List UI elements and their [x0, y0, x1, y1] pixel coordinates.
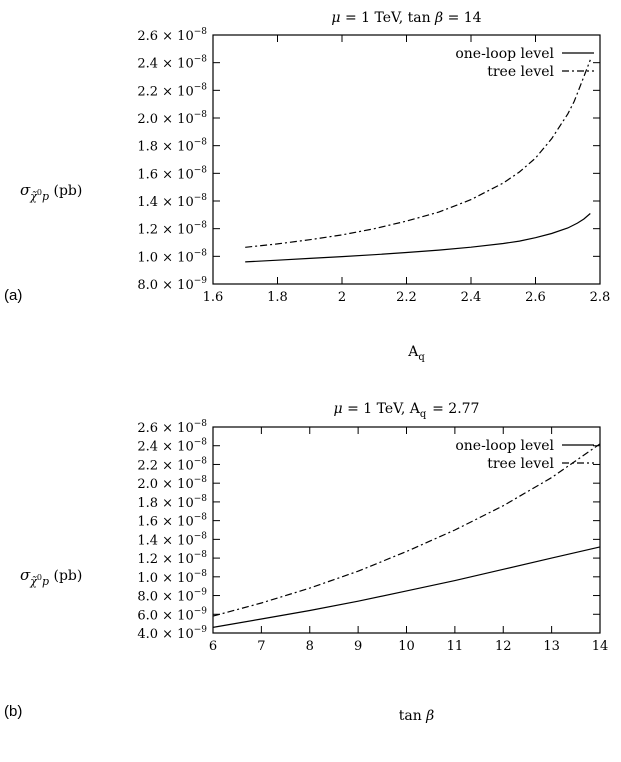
- y-tick-label: 1.6 × 10−8: [137, 513, 207, 530]
- series-line-one-loop: [212, 546, 601, 628]
- chart-title: μ = 1 TeV, Aq = 2.77: [334, 401, 480, 420]
- y-tick-label: 2.0 × 10−8: [137, 110, 207, 127]
- series-line-tree: [245, 59, 591, 248]
- x-tick-label: 1.8: [267, 290, 288, 305]
- y-tick-label: 2.2 × 10−8: [137, 456, 207, 473]
- y-tick-label: 4.0 × 10−9: [137, 625, 207, 642]
- x-tick-label: 13: [543, 639, 560, 654]
- y-tick-label: 2.4 × 10−8: [137, 438, 207, 455]
- y-tick-label: 1.0 × 10−8: [137, 248, 207, 265]
- x-tick-label: 7: [257, 639, 265, 654]
- chart-panel-b: (b) μ = 1 TeV, Aq = 2.77 6 7 8 9 10 11 12 13 14 4.0…: [4, 401, 608, 724]
- y-tick-label: 1.8 × 10−8: [137, 494, 207, 511]
- y-tick-label: 2.6 × 10−8: [137, 419, 207, 436]
- x-axis-label: tan β: [399, 708, 435, 724]
- y-axis-label: σχ̃0p (pb): [20, 181, 82, 203]
- y-tick-label: 2.0 × 10−8: [137, 475, 207, 492]
- y-tick-label: 1.6 × 10−8: [137, 165, 207, 182]
- y-tick-label: 2.2 × 10−8: [137, 82, 207, 99]
- x-tick-label: 11: [447, 639, 464, 654]
- y-tick-label: 1.4 × 10−8: [137, 531, 207, 548]
- panel-letter: (a): [4, 287, 22, 304]
- x-tick-label: 10: [398, 639, 415, 654]
- x-tick-label: 2.4: [461, 290, 482, 305]
- y-tick-label: 8.0 × 10−9: [137, 276, 207, 293]
- chart-panel-a: (a) μ = 1 TeV, tan β = 14 1.6 1.8 2 2.2 2.4 2.6…: [4, 10, 610, 363]
- series-line-one-loop: [245, 213, 591, 263]
- series-line-tree: [212, 443, 601, 617]
- x-tick-label: 8: [306, 639, 314, 654]
- y-tick-label: 8.0 × 10−9: [137, 588, 207, 605]
- y-axis-label: σχ̃0p (pb): [20, 566, 82, 588]
- x-tick-label: 2.8: [590, 290, 611, 305]
- legend-label: one-loop level: [455, 46, 554, 62]
- y-tick-label: 1.2 × 10−8: [137, 221, 207, 238]
- x-axis-label: Aq: [407, 344, 425, 363]
- y-tick-label: 6.0 × 10−9: [137, 606, 207, 623]
- x-tick-label: 14: [592, 639, 609, 654]
- panel-letter: (b): [4, 703, 22, 720]
- x-tick-label: 2: [338, 290, 346, 305]
- x-tick-label: 6: [209, 639, 217, 654]
- x-tick-label: 9: [354, 639, 362, 654]
- y-tick-label: 1.2 × 10−8: [137, 550, 207, 567]
- x-tick-label: 2.6: [525, 290, 546, 305]
- x-tick-label: 2.2: [396, 290, 417, 305]
- y-tick-label: 2.6 × 10−8: [137, 27, 207, 44]
- x-tick-label: 1.6: [203, 290, 224, 305]
- legend-label: tree level: [487, 64, 554, 80]
- x-tick-label: 12: [495, 639, 512, 654]
- chart-title: μ = 1 TeV, tan β = 14: [331, 10, 481, 26]
- legend-label: tree level: [487, 456, 554, 472]
- y-tick-label: 1.8 × 10−8: [137, 138, 207, 155]
- legend-label: one-loop level: [455, 438, 554, 454]
- y-tick-label: 2.4 × 10−8: [137, 55, 207, 72]
- y-tick-label: 1.4 × 10−8: [137, 193, 207, 210]
- y-tick-label: 1.0 × 10−8: [137, 569, 207, 586]
